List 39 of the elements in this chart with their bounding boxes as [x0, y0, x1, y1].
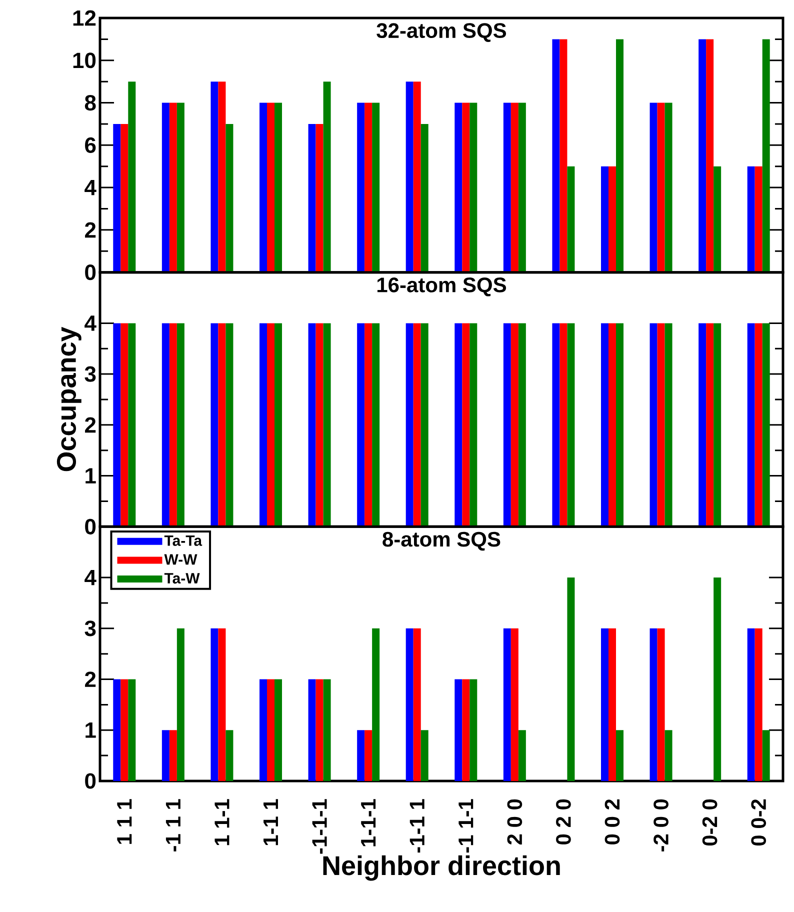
x-tick-label: 1 1 1: [117, 799, 132, 844]
x-tick-label: 0 0-2: [751, 799, 766, 846]
y-tick-label: 6: [85, 137, 96, 153]
y-tick-label: 3: [84, 620, 96, 636]
y-tick-label: 8: [84, 94, 96, 111]
y-tick-label: 4: [84, 570, 96, 586]
y-tick-label: 10: [73, 52, 96, 68]
x-axis-title: Neighbor direction: [323, 855, 560, 881]
y-tick-label: 0: [85, 264, 96, 280]
x-tick-label: -1-1-1: [312, 799, 327, 854]
legend-label: W-W: [164, 554, 198, 565]
x-tick-label: -1 1 1: [166, 799, 180, 852]
y-tick-label: 0: [85, 773, 96, 789]
x-tick-label: 1 1-1: [214, 799, 230, 846]
x-tick-label: 1-1-1: [361, 799, 376, 846]
y-tick-label: 1: [86, 468, 96, 484]
x-tick-label: 2 0 0: [507, 799, 522, 845]
y-tick-label: 3: [84, 366, 96, 382]
chart-title: 8-atom SQS: [382, 532, 500, 551]
x-tick-label: 1-1 1: [264, 799, 278, 846]
x-tick-label: -1-1 1: [410, 799, 424, 853]
y-tick-label: 4: [84, 180, 96, 196]
y-tick-label: 2: [85, 417, 96, 433]
y-tick-label: 2: [85, 672, 96, 687]
x-tick-label: 0 2 0: [556, 799, 571, 844]
y-axis-title: Occupancy: [56, 326, 82, 472]
x-tick-label: 0 0 2: [604, 799, 620, 844]
y-tick-label: 4: [84, 316, 96, 331]
y-tick-label: 1: [86, 722, 96, 738]
y-tick-label: 2: [85, 222, 96, 238]
y-tick-label: 12: [73, 10, 96, 26]
legend-label: Ta-W: [164, 573, 200, 584]
y-tick-label: 0: [85, 518, 96, 534]
chart-title: 16-atom SQS: [377, 277, 506, 296]
x-tick-label: -1 1-1: [458, 799, 474, 853]
x-tick-label: 0-2 0: [702, 799, 718, 846]
chart-title: 32-atom SQS: [376, 23, 506, 42]
x-tick-label: -2 0 0: [654, 799, 668, 852]
legend-label: Ta-Ta: [164, 535, 202, 546]
